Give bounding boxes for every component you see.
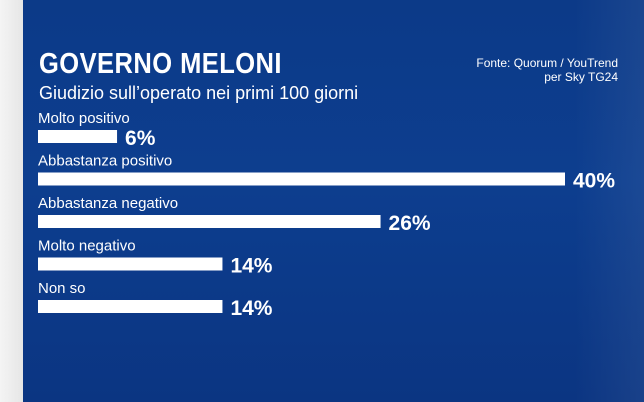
bar-molto-negativo	[38, 257, 223, 271]
value-label-abbastanza-negativo: 26%	[389, 212, 431, 235]
value-label-molto-positivo: 6%	[125, 127, 156, 150]
bar-abbastanza-positivo	[38, 172, 565, 186]
category-label-molto-positivo: Molto positivo	[38, 110, 130, 127]
bar-abbastanza-negativo	[38, 215, 381, 228]
category-label-non-so: Non so	[38, 280, 86, 297]
category-label-abbastanza-positivo: Abbastanza positivo	[38, 153, 172, 170]
bar-non-so	[38, 300, 223, 313]
value-label-non-so: 14%	[230, 297, 272, 320]
value-label-molto-negativo: 14%	[230, 255, 272, 278]
category-label-molto-negativo: Molto negativo	[38, 238, 136, 255]
left-margin-strip	[0, 0, 23, 402]
chart-subtitle: Giudizio sull’operato nei primi 100 gior…	[39, 83, 359, 103]
value-label-abbastanza-positivo: 40%	[573, 170, 615, 193]
chart-panel: GOVERNO MELONI Giudizio sull’operato nei…	[23, 0, 644, 402]
category-label-abbastanza-negativo: Abbastanza negativo	[38, 195, 178, 212]
bar-molto-positivo	[38, 130, 118, 143]
chart-title: GOVERNO MELONI	[39, 48, 282, 80]
